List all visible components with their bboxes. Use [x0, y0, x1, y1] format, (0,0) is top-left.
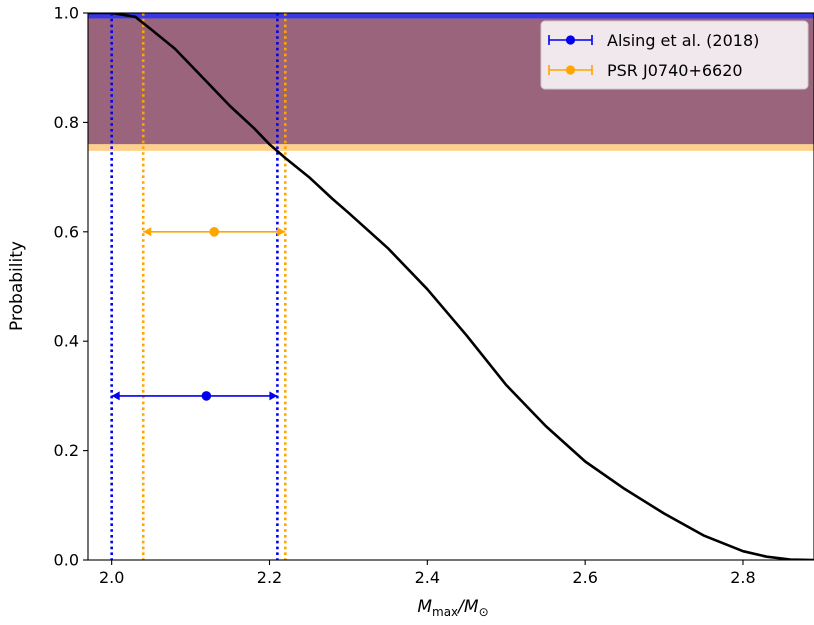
x-tick-label-1: 2.2: [257, 568, 282, 587]
x-axis-label: Mmax/M⊙: [417, 597, 488, 619]
legend-marker-0: [565, 35, 576, 45]
legend: Alsing et al. (2018) PSR J0740+6620: [540, 20, 809, 90]
x-tick-label-4: 2.8: [730, 568, 755, 587]
y-tick-label-2: 0.4: [54, 332, 79, 351]
errorbar-arrow-left-0: [111, 391, 120, 401]
errorbar-layer: [111, 227, 286, 401]
legend-label-1: PSR J0740+6620: [607, 61, 743, 80]
band-edge-0: [88, 13, 814, 19]
errorbar-point-1: [209, 227, 220, 237]
x-tick-label-3: 2.6: [572, 568, 597, 587]
y-tick-label-3: 0.6: [54, 222, 79, 241]
legend-marker-1: [565, 65, 576, 75]
legend-box: [540, 20, 809, 90]
plot-frame: [87, 12, 814, 561]
y-tick-label-0: 0.0: [54, 551, 79, 570]
probability-curve: [88, 13, 814, 560]
y-tick-label-1: 0.2: [54, 441, 79, 460]
errorbar-arrow-left-1: [143, 227, 152, 237]
errorbar-arrow-right-1: [277, 227, 286, 237]
x-tick-label-2: 2.4: [415, 568, 440, 587]
y-axis-ticks: 0.0 0.2 0.4 0.6 0.8 1.0: [54, 4, 88, 570]
y-tick-label-5: 1.0: [54, 4, 79, 23]
x-axis-ticks: 2.0 2.2 2.4 2.6 2.8: [99, 560, 756, 587]
band-1: [88, 144, 814, 151]
reference-vlines: [110, 13, 287, 560]
probability-curve-layer: [88, 13, 814, 560]
y-tick-label-4: 0.8: [54, 113, 79, 132]
x-tick-label-0: 2.0: [99, 568, 124, 587]
errorbar-arrow-right-0: [269, 391, 278, 401]
legend-label-0: Alsing et al. (2018): [607, 31, 759, 50]
errorbar-point-0: [201, 391, 212, 401]
y-axis-label: Probability: [7, 241, 27, 331]
